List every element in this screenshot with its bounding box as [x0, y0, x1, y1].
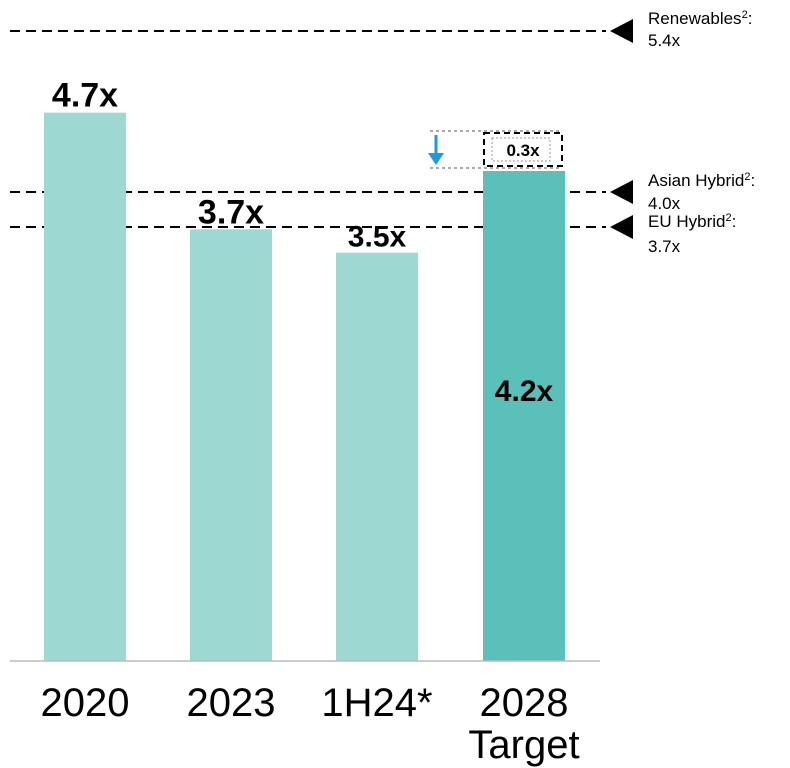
reference-marker-icon [610, 19, 633, 43]
gap-inner-box [491, 137, 551, 162]
down-arrow-head-icon [428, 153, 444, 165]
reference-label: Renewables2: [648, 9, 752, 28]
gap-annotation: 0.3x [428, 130, 563, 169]
bar-value-label: 3.5x [348, 221, 407, 254]
reference-marker-icon [610, 180, 633, 204]
reference-label: Asian Hybrid2: [648, 171, 755, 190]
category-labels: 2020 2023 1H24* 2028 Target [41, 681, 580, 767]
reference-value: 5.4x [648, 31, 681, 50]
bar [190, 229, 272, 662]
reference-marker-icon [610, 215, 633, 239]
bar-value-label: 3.7x [198, 193, 264, 231]
bar [336, 252, 418, 661]
bar [44, 112, 126, 661]
gap-label: 0.3x [506, 141, 540, 160]
reference-value: 3.7x [648, 237, 681, 256]
bar [483, 171, 565, 661]
category-label: 2028 Target [468, 681, 579, 767]
category-label: 2023 [187, 681, 276, 725]
bars: 4.7x 3.7x 3.5x 4.2x [44, 77, 565, 662]
category-label: 1H24* [321, 681, 432, 725]
bar-value-label: 4.7x [52, 77, 118, 115]
reference-value: 4.0x [648, 194, 681, 213]
category-label: 2020 [41, 681, 130, 725]
reference-label: EU Hybrid2: [648, 212, 736, 231]
bar-value-label: 4.2x [495, 375, 554, 408]
gap-box [483, 132, 563, 167]
